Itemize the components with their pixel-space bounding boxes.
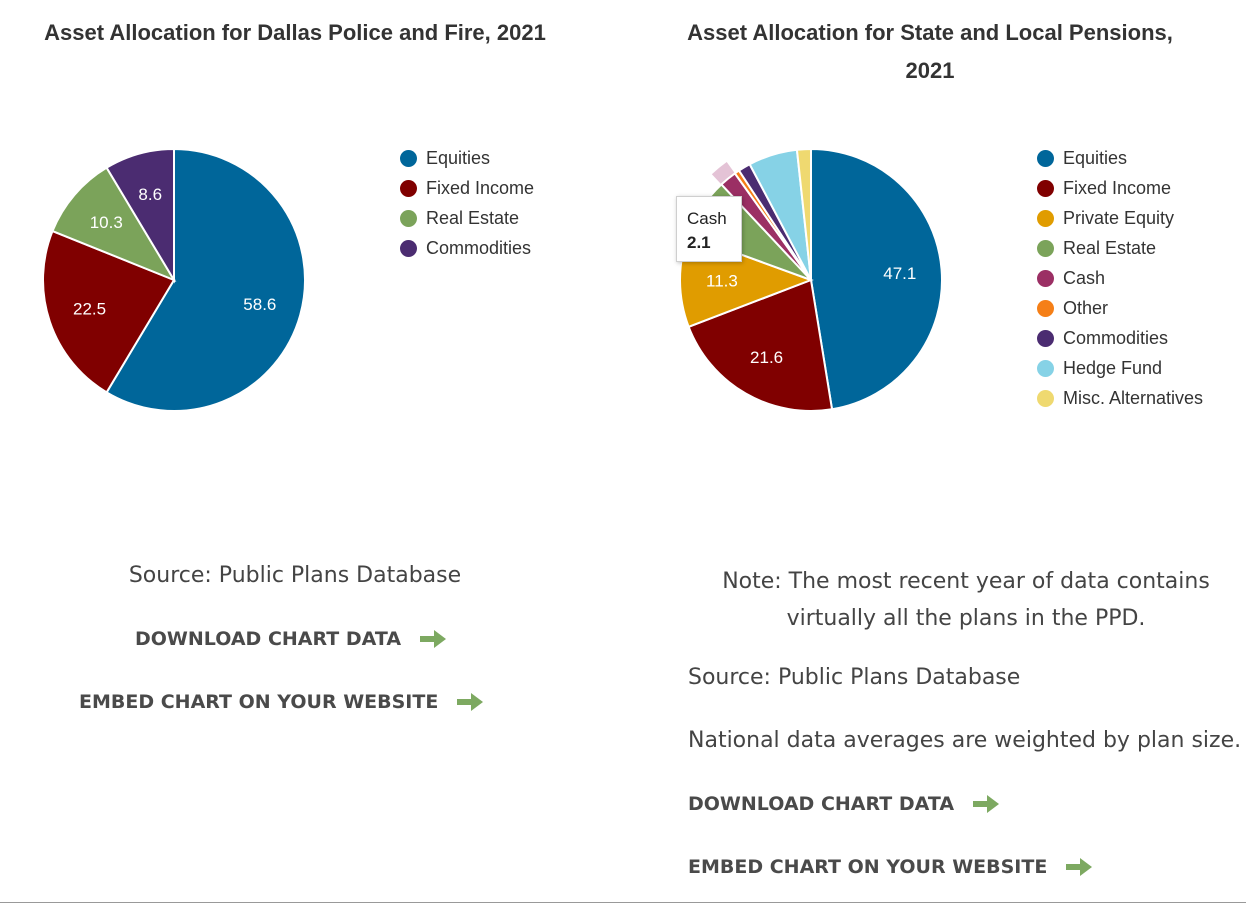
legend-swatch-icon [1037, 299, 1054, 317]
legend-label: Cash [1063, 268, 1106, 288]
legend-label: Hedge Fund [1063, 358, 1163, 378]
legend-swatch-icon [400, 149, 417, 167]
legend-item-other[interactable]: Other [1037, 293, 1203, 323]
left-source-text: Source: Public Plans Database [128, 563, 462, 588]
right-chart-panel: Asset Allocation for State and Local Pen… [620, 0, 1246, 907]
legend-label: Fixed Income [426, 178, 535, 198]
legend-item-hedge-fund[interactable]: Hedge Fund [1037, 353, 1203, 383]
left-chart-panel: Asset Allocation for Dallas Police and F… [0, 0, 600, 907]
legend-label: Private Equity [1063, 208, 1175, 228]
legend-item-real-estate[interactable]: Real Estate [400, 203, 534, 233]
legend-item-misc-alternatives[interactable]: Misc. Alternatives [1037, 383, 1203, 413]
chart-tooltip: Cash 2.1 [676, 196, 742, 262]
right-arrow-icon [457, 693, 484, 711]
right-chart-title: Asset Allocation for State and Local Pen… [687, 20, 1173, 83]
left-chart-legend: Equities Fixed Income Real Estate Commoditi… [400, 143, 534, 263]
legend-label: Misc. Alternatives [1063, 388, 1204, 408]
legend-item-commodities[interactable]: Commodities [400, 233, 534, 263]
left-pie-chart[interactable]: 58.6 22.5 10.3 8.6 [0, 120, 600, 450]
right-download-chart-data-link[interactable]: DOWNLOAD CHART DATA [688, 793, 1000, 815]
legend-swatch-icon [1037, 239, 1054, 257]
right-embed-chart-link[interactable]: EMBED CHART ON YOUR WEBSITE [688, 856, 1093, 878]
legend-swatch-icon [400, 239, 417, 257]
legend-swatch-icon [1037, 269, 1054, 287]
legend-label: Equities [426, 148, 491, 168]
pie-data-label-fixed-income: 22.5 [73, 299, 106, 318]
right-arrow-icon [973, 795, 1000, 813]
pie-slice-commodities[interactable] [105, 147, 175, 284]
right-note-text: Note: The most recent year of data conta… [722, 569, 1210, 631]
legend-item-fixed-income[interactable]: Fixed Income [400, 173, 534, 203]
right-arrow-icon [1066, 858, 1093, 876]
legend-item-equities[interactable]: Equities [400, 143, 534, 173]
legend-item-private-equity[interactable]: Private Equity [1037, 203, 1203, 233]
right-embed-label: EMBED CHART ON YOUR WEBSITE [688, 856, 1048, 878]
pie-data-label-real-estate: 10.3 [90, 213, 123, 232]
pie-slice-misc-alternatives[interactable] [795, 147, 812, 281]
right-arrow-icon [420, 630, 447, 648]
legend-swatch-icon [1037, 179, 1054, 197]
left-embed-chart-link[interactable]: EMBED CHART ON YOUR WEBSITE [79, 691, 484, 713]
legend-label: Fixed Income [1063, 178, 1172, 198]
left-embed-label: EMBED CHART ON YOUR WEBSITE [79, 691, 439, 713]
legend-swatch-icon [1037, 149, 1054, 167]
legend-label: Commodities [1063, 328, 1169, 348]
pie-slice-real-estate[interactable] [51, 166, 177, 283]
legend-swatch-icon [400, 209, 417, 227]
legend-swatch-icon [1037, 389, 1054, 407]
left-download-chart-data-link[interactable]: DOWNLOAD CHART DATA [135, 628, 447, 650]
pie-data-label-private-equity: 11.3 [706, 272, 738, 291]
pie-slice-equities[interactable] [810, 147, 943, 411]
right-chart-legend: Equities Fixed Income Private Equity Real E… [1037, 143, 1203, 413]
pie-data-label-equities: 47.1 [883, 264, 916, 283]
legend-item-commodities[interactable]: Commodities [1037, 323, 1203, 353]
left-download-label: DOWNLOAD CHART DATA [135, 628, 402, 650]
legend-label: Commodities [426, 238, 532, 258]
right-source-text: Source: Public Plans Database [688, 665, 1021, 690]
bottom-divider [0, 902, 1246, 903]
legend-swatch-icon [1037, 209, 1054, 227]
pie-slice-fixed-income[interactable] [42, 229, 176, 394]
legend-item-equities[interactable]: Equities [1037, 143, 1203, 173]
tooltip-value: 2.1 [687, 233, 711, 252]
legend-label: Real Estate [426, 208, 520, 228]
pie-slice-fixed-income[interactable] [687, 278, 834, 412]
legend-item-fixed-income[interactable]: Fixed Income [1037, 173, 1203, 203]
legend-label: Real Estate [1063, 238, 1157, 258]
legend-swatch-icon [1037, 329, 1054, 347]
legend-label: Equities [1063, 148, 1128, 168]
legend-item-real-estate[interactable]: Real Estate [1037, 233, 1203, 263]
legend-label: Other [1063, 298, 1109, 318]
left-chart-title: Asset Allocation for Dallas Police and F… [44, 20, 546, 45]
legend-swatch-icon [1037, 359, 1054, 377]
tooltip-label: Cash [687, 209, 727, 228]
legend-item-cash[interactable]: Cash [1037, 263, 1203, 293]
pie-data-label-fixed-income: 21.6 [750, 348, 783, 367]
legend-swatch-icon [400, 179, 417, 197]
pie-data-label-equities: 58.6 [243, 295, 276, 314]
pie-slice-equities[interactable] [105, 147, 306, 412]
right-weighting-note: National data averages are weighted by p… [688, 728, 1242, 753]
right-download-label: DOWNLOAD CHART DATA [688, 793, 955, 815]
pie-data-label-commodities: 8.6 [138, 185, 162, 204]
